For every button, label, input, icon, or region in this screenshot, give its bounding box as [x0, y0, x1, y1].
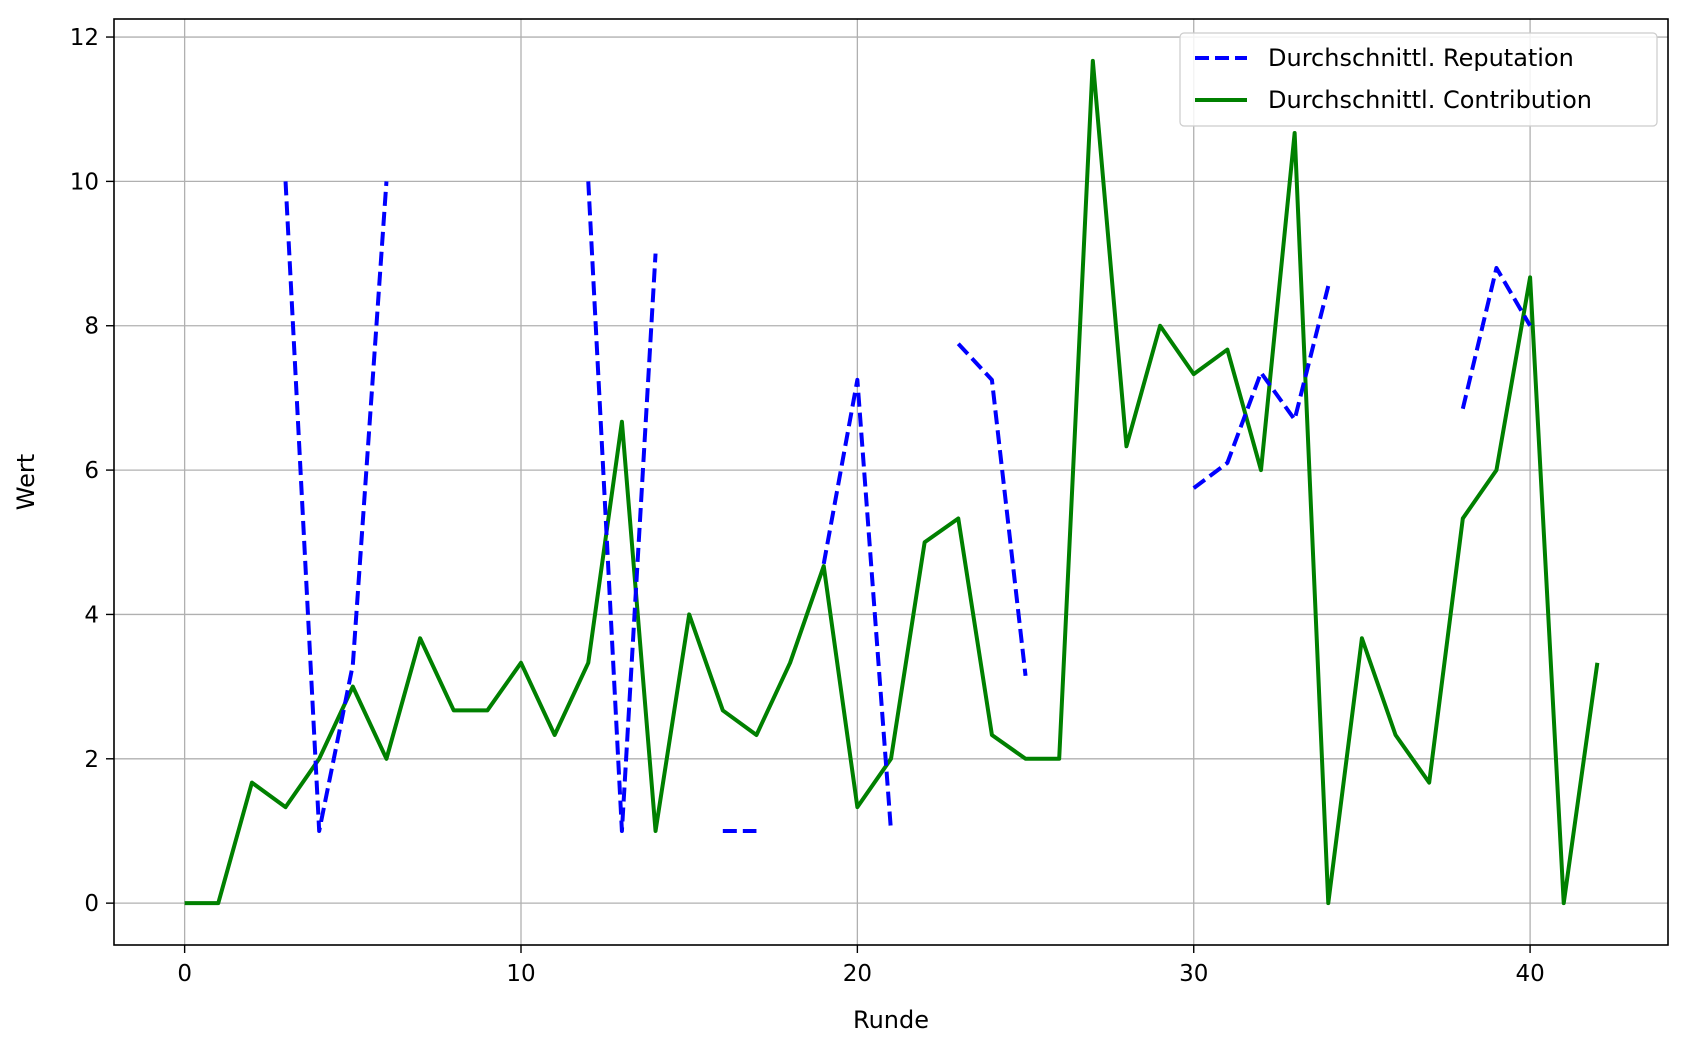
x-tick-label: 10 [506, 961, 535, 987]
legend-box [1179, 32, 1658, 127]
axis-ticks: 0 10 20 30 40 0 2 4 6 8 10 12 [70, 25, 1545, 987]
y-tick-label: 8 [84, 314, 99, 340]
series-line-reputation [586, 181, 658, 833]
grid-lines [114, 19, 1668, 945]
x-tick-label: 30 [1179, 961, 1208, 987]
y-tick-label: 10 [70, 169, 99, 195]
plot-frame [113, 18, 1669, 946]
y-axis-label: Wert [12, 454, 40, 510]
series-line-reputation [956, 342, 1028, 677]
series-line-reputation [1192, 285, 1331, 490]
series-line-reputation [821, 377, 893, 832]
y-tick-label: 2 [84, 747, 99, 773]
y-tick-label: 6 [84, 458, 99, 484]
y-tick-label: 0 [84, 891, 99, 917]
series-line-reputation [283, 181, 389, 833]
legend-label-contribution: Durchschnittl. Contribution [1268, 86, 1592, 114]
x-tick-label: 0 [177, 961, 192, 987]
series-line-reputation [1460, 266, 1532, 410]
y-tick-label: 4 [84, 602, 99, 628]
series-layer [184, 58, 1600, 906]
y-tick-label: 12 [70, 25, 99, 51]
x-tick-label: 20 [843, 961, 872, 987]
x-axis-label: Runde [853, 1006, 929, 1034]
legend-label-reputation: Durchschnittl. Reputation [1268, 44, 1574, 72]
series-line-contribution [184, 58, 1600, 906]
x-tick-label: 40 [1515, 961, 1544, 987]
legend: Durchschnittl. Reputation Durchschnittl.… [1179, 32, 1658, 127]
